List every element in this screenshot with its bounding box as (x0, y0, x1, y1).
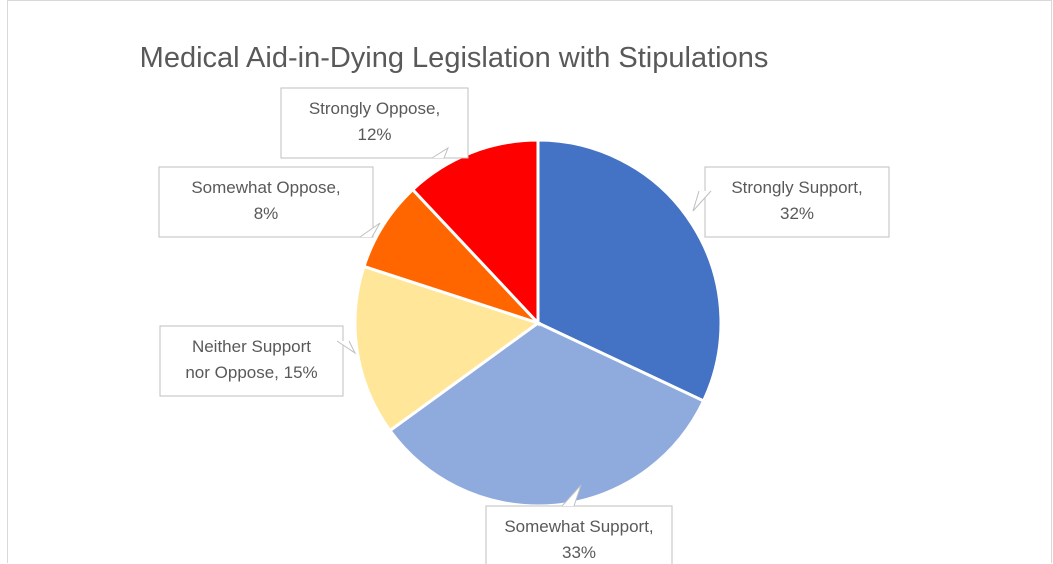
data-label-text: 32% (780, 204, 814, 223)
data-label-text: nor Oppose, 15% (185, 363, 317, 382)
data-label-somewhat-oppose: Somewhat Oppose, 8% (158, 166, 381, 238)
data-label-box (159, 325, 344, 397)
data-label-box (704, 166, 890, 238)
data-label-strongly-support: Strongly Support, 32% (692, 166, 890, 238)
data-label-box (485, 505, 673, 564)
pie-slices (353, 138, 723, 508)
data-label-text: 8% (254, 204, 279, 223)
data-label-text: Neither Support (192, 337, 311, 356)
data-label-callouts: Strongly Support, 32% Somewhat Support, 33%… (158, 87, 890, 564)
data-label-pointer (431, 146, 450, 159)
data-label-pointer (359, 222, 381, 238)
pie-slice-neither-support-nor-oppose (353, 264, 542, 433)
data-label-text: 12% (357, 125, 391, 144)
chart-title: Medical Aid-in-Dying Legislation with St… (140, 42, 769, 74)
pie-slice-strongly-oppose (410, 138, 540, 327)
data-label-text: Strongly Oppose, (309, 99, 440, 118)
data-label-pointer (692, 190, 712, 212)
data-label-pointer (336, 340, 357, 355)
data-label-neither-support-nor-oppose: Neither Support nor Oppose, 15% (159, 325, 357, 397)
data-label-strongly-oppose: Strongly Oppose, 12% (280, 87, 469, 159)
pie-slice-strongly-support (536, 138, 723, 403)
data-label-text: Somewhat Oppose, (191, 178, 340, 197)
data-label-text: Somewhat Support, (504, 517, 653, 536)
data-label-text: Strongly Support, (731, 178, 862, 197)
chart-area: Medical Aid-in-Dying Legislation with St… (7, 0, 1052, 564)
data-label-somewhat-support: Somewhat Support, 33% (485, 484, 673, 564)
pie-slice-somewhat-oppose (362, 187, 540, 325)
data-label-text: 33% (562, 543, 596, 562)
pie-chart: Medical Aid-in-Dying Legislation with St… (140, 42, 890, 564)
data-label-pointer (561, 484, 582, 507)
data-label-box (158, 166, 374, 238)
pie-slice-somewhat-support (387, 321, 706, 508)
data-label-box (280, 87, 469, 159)
